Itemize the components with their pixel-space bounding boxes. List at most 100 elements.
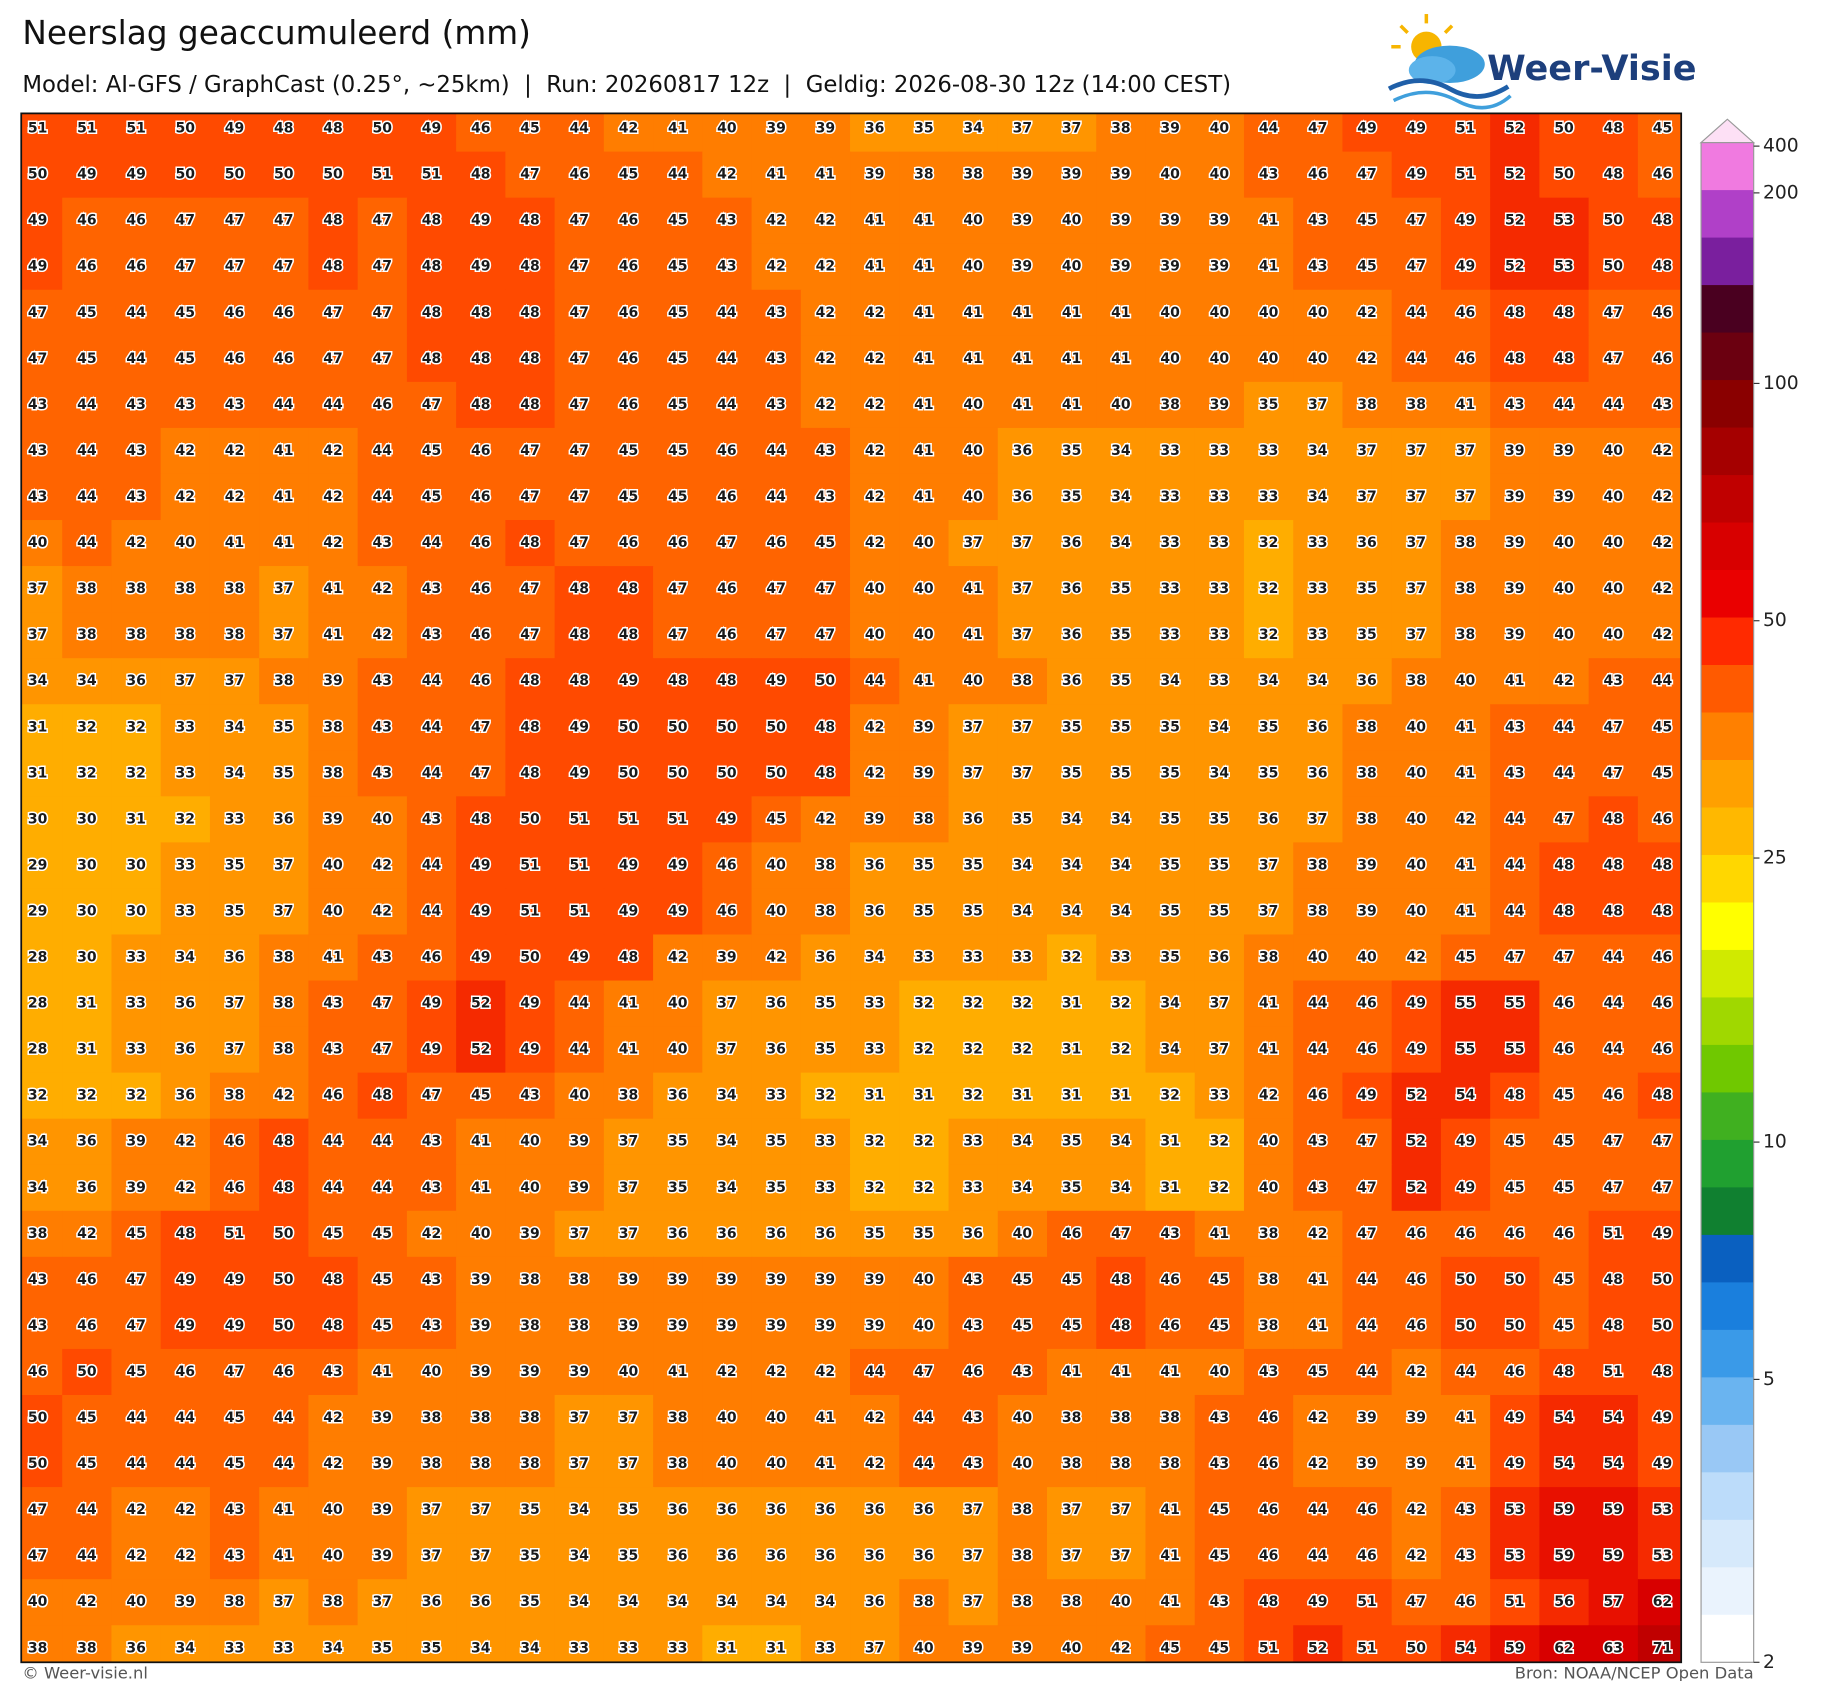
cell	[357, 381, 408, 429]
cell-value: 44	[1505, 857, 1525, 873]
cell	[1293, 381, 1344, 429]
cell-value: 38	[1062, 1594, 1082, 1610]
cell-value: 39	[471, 1364, 491, 1380]
cell	[653, 888, 704, 936]
cell-value: 45	[1210, 1640, 1230, 1656]
cell	[1047, 750, 1097, 798]
cell-value: 41	[373, 1364, 393, 1380]
cell	[1096, 243, 1147, 291]
cell	[850, 842, 900, 890]
cell	[702, 473, 753, 521]
cell-value: 47	[1111, 1226, 1131, 1242]
cell	[406, 888, 457, 936]
cell-value: 35	[1210, 857, 1230, 873]
cell-value: 48	[520, 397, 540, 413]
cell	[259, 113, 310, 153]
cell-value: 46	[1505, 1226, 1525, 1242]
cell-value: 47	[1653, 1180, 1673, 1196]
cell-value: 49	[569, 765, 589, 781]
cell-value: 42	[865, 1410, 885, 1426]
cell-value: 41	[274, 489, 294, 505]
cell	[259, 151, 310, 199]
cell	[357, 289, 408, 337]
cell-value: 52	[1407, 1134, 1427, 1150]
cell-value: 40	[1308, 950, 1328, 966]
cell	[850, 934, 900, 982]
cell	[653, 612, 704, 659]
cell-value: 39	[1210, 259, 1230, 275]
cell-value: 44	[176, 1456, 196, 1472]
cell	[357, 888, 408, 936]
cell	[406, 427, 457, 475]
cell-value: 35	[865, 1226, 885, 1242]
cell	[850, 750, 900, 798]
cell	[160, 197, 211, 245]
cell	[997, 520, 1048, 567]
cell-value: 36	[668, 1226, 688, 1242]
cell-value: 38	[1160, 1456, 1180, 1472]
cell-value: 43	[1308, 1180, 1328, 1196]
cell	[21, 658, 63, 705]
cell-value: 34	[323, 1640, 343, 1656]
cell-value: 34	[1111, 535, 1131, 551]
cell-value: 46	[1653, 167, 1673, 183]
cell-value: 45	[668, 259, 688, 275]
cell	[751, 243, 802, 291]
cell-value: 46	[471, 121, 491, 137]
cell-value: 47	[569, 305, 589, 321]
cell-value: 46	[569, 167, 589, 183]
cell-value: 32	[914, 1134, 934, 1150]
cell-value: 38	[225, 1594, 245, 1610]
cell-value: 32	[77, 719, 97, 735]
cell-value: 43	[1210, 1594, 1230, 1610]
cell	[505, 750, 556, 798]
cell-value: 50	[1653, 1272, 1673, 1288]
cell-value: 32	[77, 1088, 97, 1104]
cell-value: 34	[1210, 765, 1230, 781]
cell-value: 31	[77, 1042, 97, 1058]
cell-value: 46	[1357, 1502, 1377, 1518]
cell-value: 31	[717, 1640, 737, 1656]
cell-value: 43	[373, 950, 393, 966]
cell-value: 38	[1111, 1410, 1131, 1426]
cell-value: 42	[1308, 1226, 1328, 1242]
cell-value: 42	[865, 765, 885, 781]
cell-value: 41	[865, 213, 885, 229]
cell	[21, 796, 63, 844]
cell-value: 40	[520, 1134, 540, 1150]
cell-value: 34	[28, 673, 48, 689]
cell	[751, 197, 802, 245]
cell-value: 46	[1653, 351, 1673, 367]
cell-value: 40	[914, 1318, 934, 1334]
cell-value: 47	[1357, 1134, 1377, 1150]
cell-value: 46	[1505, 1364, 1525, 1380]
cell	[1588, 381, 1639, 429]
cell-value: 46	[77, 213, 97, 229]
cell	[1342, 473, 1393, 521]
cell-value: 47	[766, 581, 786, 597]
cell-value: 40	[1062, 259, 1082, 275]
subtitle: Model: AI-GFS / GraphCast (0.25°, ~25km)…	[22, 72, 1231, 98]
cell-value: 40	[914, 535, 934, 551]
cell-value: 37	[569, 1226, 589, 1242]
cell-value: 31	[914, 1088, 934, 1104]
cell-value: 44	[77, 489, 97, 505]
cell-value: 49	[619, 903, 639, 919]
cell-value: 45	[1653, 719, 1673, 735]
cell-value: 39	[668, 1318, 688, 1334]
cell-value: 47	[520, 581, 540, 597]
cell	[1440, 520, 1491, 567]
cell-value: 44	[422, 673, 442, 689]
cell	[1096, 289, 1147, 337]
cell-value: 34	[1062, 811, 1082, 827]
cell-value: 33	[1259, 489, 1279, 505]
cell	[948, 612, 999, 659]
cell-value: 54	[1554, 1410, 1574, 1426]
cell-value: 50	[28, 1410, 48, 1426]
cell-value: 33	[126, 1042, 146, 1058]
cell-value: 43	[1160, 1226, 1180, 1242]
cell-value: 33	[1210, 535, 1230, 551]
cell	[357, 934, 408, 982]
cell	[1194, 113, 1245, 153]
cell	[899, 796, 950, 844]
